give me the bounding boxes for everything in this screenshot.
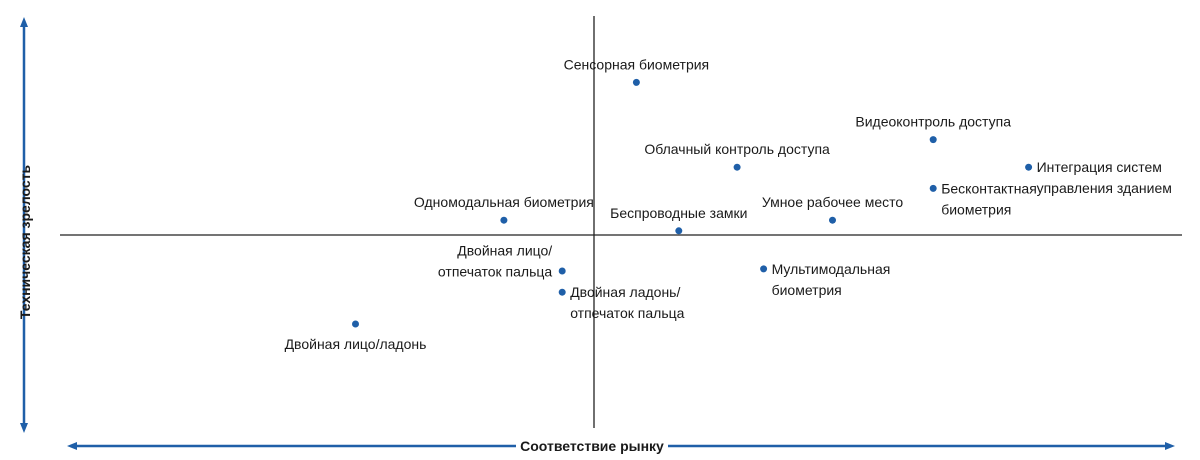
data-label: Видеоконтроль доступа [855,114,1011,130]
data-label: Умное рабочее место [762,194,904,210]
data-point-group: Интеграция систем управления зданием [1025,159,1172,196]
data-point-group: Беспроводные замки [610,205,747,235]
data-point-group: Двойная ладонь/отпечаток пальца [558,284,685,321]
data-point [558,288,566,296]
data-point-group: Мультимодальная биометрия [760,261,890,298]
data-point-group: Видеоконтроль доступа [855,114,1011,144]
data-label: Двойная лицо/отпечаток пальца [438,243,552,280]
data-label-line: биометрия [772,282,842,298]
data-label: Одномодальная биометрия [414,194,594,210]
data-label: Бесконтактная биометрия [941,180,1037,217]
data-label-line: биометрия [941,201,1011,217]
data-label-line: Двойная лицо/ [457,243,552,259]
y-axis-title: Техническая зрелость [17,164,33,319]
data-point-group: Бесконтактная биометрия [929,180,1037,217]
data-label: Двойная ладонь/отпечаток пальца [570,284,684,321]
data-point-group: Двойная лицо/ладонь [285,320,427,352]
data-label-line: Одномодальная биометрия [414,194,594,210]
points-layer: Сенсорная биометрия Видеоконтроль доступа… [285,56,1172,352]
data-label-line: Двойная ладонь/ [570,284,680,300]
data-label-line: Видеоконтроль доступа [855,114,1011,130]
data-point [632,78,640,86]
data-point [829,216,836,224]
data-label: Интеграция систем управления зданием [1037,159,1172,196]
data-label-line: управления зданием [1037,180,1172,196]
data-point [675,227,683,235]
x-axis-title: Соответствие рынку [520,438,664,454]
data-label: Сенсорная биометрия [564,56,710,72]
data-label: Беспроводные замки [610,205,747,221]
data-label-line: Облачный контроль доступа [644,141,830,157]
data-label: Мультимодальная биометрия [772,261,891,298]
data-point [352,320,359,328]
data-point [929,184,937,192]
data-point [1025,163,1033,171]
data-point-group: Двойная лицо/отпечаток пальца [438,243,566,280]
data-point [500,216,508,224]
data-point [558,267,566,275]
data-label-line: отпечаток пальца [438,264,552,280]
data-label-line: Интеграция систем [1037,159,1162,175]
data-label: Облачный контроль доступа [644,141,830,157]
data-label: Двойная лицо/ладонь [285,336,427,352]
data-point-group: Сенсорная биометрия [564,56,710,86]
data-point [733,163,741,171]
data-point-group: Облачный контроль доступа [644,141,830,171]
data-label-line: Умное рабочее место [762,194,904,210]
data-point [760,265,768,273]
data-label-line: Сенсорная биометрия [564,56,710,72]
data-label-line: отпечаток пальца [570,305,684,321]
data-point-group: Одномодальная биометрия [414,194,594,224]
data-label-line: Мультимодальная [772,261,891,277]
data-label-line: Бесконтактная [941,180,1037,196]
data-label-line: Двойная лицо/ладонь [285,336,427,352]
data-point [929,136,937,144]
data-point-group: Умное рабочее место [762,194,904,224]
data-label-line: Беспроводные замки [610,205,747,221]
